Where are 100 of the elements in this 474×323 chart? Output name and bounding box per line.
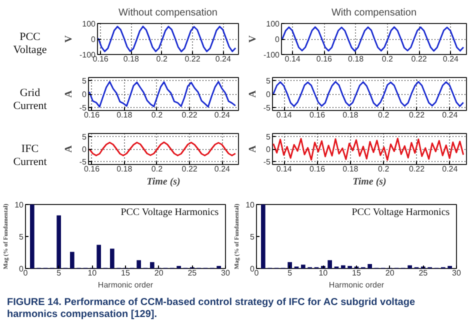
y-tick-label: -100 bbox=[263, 50, 280, 60]
y-tick-label: -5 bbox=[79, 103, 88, 112]
x-tick-label: 0.18 bbox=[116, 164, 133, 174]
x-tick-label: 0.22 bbox=[408, 164, 426, 174]
line-series bbox=[88, 81, 236, 108]
chart-title: Without compensation bbox=[118, 8, 218, 18]
x-tick-label: 0.14 bbox=[284, 54, 301, 64]
x-tick-label: 15 bbox=[121, 268, 130, 278]
line-series bbox=[282, 26, 464, 52]
x-tick-label: 20 bbox=[154, 268, 164, 278]
line-series bbox=[272, 138, 464, 161]
x-tick-label: 0.18 bbox=[342, 110, 359, 120]
bar bbox=[96, 244, 101, 268]
y-tick-label: 100 bbox=[266, 20, 280, 28]
x-tick-label: 0.2 bbox=[151, 164, 164, 174]
text: PCC Voltage bbox=[13, 31, 47, 57]
x-tick-label: 0.14 bbox=[276, 110, 292, 120]
bar bbox=[176, 266, 181, 268]
y-axis-title: A bbox=[63, 144, 74, 153]
x-tick-label: 5 bbox=[288, 268, 293, 278]
y-axis-title: A bbox=[247, 90, 258, 98]
y-tick-label: -5 bbox=[79, 158, 88, 166]
y-tick-label: 0 bbox=[82, 145, 88, 154]
line-series bbox=[272, 81, 464, 107]
x-tick-label: 0.2 bbox=[378, 110, 390, 120]
line-series bbox=[88, 142, 236, 156]
x-tick-label: 0.22 bbox=[408, 110, 426, 120]
y-tick-label: 5 bbox=[266, 76, 272, 86]
y-tick-label: -5 bbox=[263, 103, 272, 112]
bar bbox=[348, 266, 352, 268]
y-tick-label: 10 bbox=[14, 200, 24, 210]
caption: FIGURE 14. Performance of CCM-based control strategy of IFC for AC subgrid voltage harmonics compensation [129]. bbox=[7, 297, 416, 321]
y-tick-label: 0 bbox=[275, 35, 280, 44]
x-axis-title: Harmonic order bbox=[328, 280, 384, 290]
y-tick-label: -5 bbox=[263, 158, 272, 166]
bar bbox=[136, 260, 141, 268]
x-tick-label: 0.24 bbox=[442, 164, 458, 174]
x-tick-label: 30 bbox=[221, 268, 230, 278]
bar bbox=[408, 265, 412, 268]
annotation: PCC Voltage Harmonics bbox=[352, 207, 450, 218]
y-axis-title: V bbox=[63, 34, 74, 43]
annotation: PCC Voltage Harmonics bbox=[120, 207, 219, 218]
x-tick-label: 0.24 bbox=[442, 54, 460, 64]
x-tick-label: 0.16 bbox=[309, 164, 326, 174]
chart-title: With compensation bbox=[331, 8, 417, 18]
x-tick-label: 0.22 bbox=[184, 54, 201, 64]
y-tick-label: 0 bbox=[266, 145, 272, 154]
x-tick-label: 0.18 bbox=[342, 164, 359, 174]
line-series bbox=[98, 26, 236, 52]
y-tick-label: 5 bbox=[82, 76, 88, 86]
bar bbox=[341, 265, 346, 268]
text: IFC Current bbox=[13, 143, 47, 169]
x-tick-label: 20 bbox=[385, 268, 395, 278]
bar bbox=[328, 260, 332, 268]
x-tick-label: 0.22 bbox=[411, 54, 428, 64]
x-tick-label: 0.16 bbox=[309, 110, 326, 120]
y-tick-label: 100 bbox=[82, 20, 96, 28]
x-axis-title: Harmonic order bbox=[98, 280, 154, 290]
x-tick-label: 10 bbox=[318, 268, 328, 278]
x-tick-label: 0.24 bbox=[214, 164, 231, 174]
y-tick-label: 5 bbox=[266, 132, 272, 142]
y-tick-label: 10 bbox=[246, 200, 256, 210]
x-tick-label: 5 bbox=[56, 268, 62, 278]
x-tick-label: 25 bbox=[418, 268, 428, 278]
x-tick-label: 0.18 bbox=[123, 54, 140, 64]
y-tick-label: 0 bbox=[91, 35, 96, 44]
x-tick-label: 15 bbox=[352, 268, 362, 278]
y-axis-title: A bbox=[247, 144, 258, 153]
x-tick-label: 0.22 bbox=[182, 164, 198, 174]
y-tick-label: 5 bbox=[250, 232, 256, 242]
x-tick-label: 0.2 bbox=[156, 54, 168, 64]
bar bbox=[368, 264, 372, 268]
bar bbox=[56, 215, 61, 268]
bar bbox=[288, 262, 292, 268]
y-axis-title: A bbox=[63, 90, 74, 98]
x-axis-title: Time (s) bbox=[352, 176, 386, 188]
x-tick-label: 0.22 bbox=[182, 110, 198, 120]
x-tick-label: 0.16 bbox=[84, 164, 100, 174]
x-tick-label: 0.14 bbox=[276, 164, 292, 174]
x-tick-label: 25 bbox=[188, 268, 198, 278]
text: Grid Current bbox=[13, 87, 47, 113]
x-tick-label: 0.2 bbox=[151, 110, 164, 120]
y-tick-label: 0 bbox=[82, 90, 88, 99]
x-tick-label: 0.2 bbox=[382, 54, 394, 64]
bar bbox=[261, 204, 266, 268]
y-tick-label: 5 bbox=[82, 132, 88, 142]
x-tick-label: 0.2 bbox=[378, 164, 390, 174]
bar bbox=[110, 248, 114, 268]
y-tick-label: 0 bbox=[266, 90, 272, 99]
x-tick-label: 0.24 bbox=[442, 110, 458, 120]
x-tick-label: 0.18 bbox=[116, 110, 133, 120]
x-tick-label: 30 bbox=[452, 268, 462, 278]
bar bbox=[150, 262, 154, 268]
bar bbox=[448, 266, 452, 268]
x-axis-title: Time (s) bbox=[146, 176, 180, 188]
x-tick-label: 0.16 bbox=[84, 110, 100, 120]
bar bbox=[30, 204, 34, 268]
x-tick-label: 0.24 bbox=[214, 110, 231, 120]
bar bbox=[301, 264, 306, 268]
x-tick-label: 0.18 bbox=[348, 54, 364, 64]
